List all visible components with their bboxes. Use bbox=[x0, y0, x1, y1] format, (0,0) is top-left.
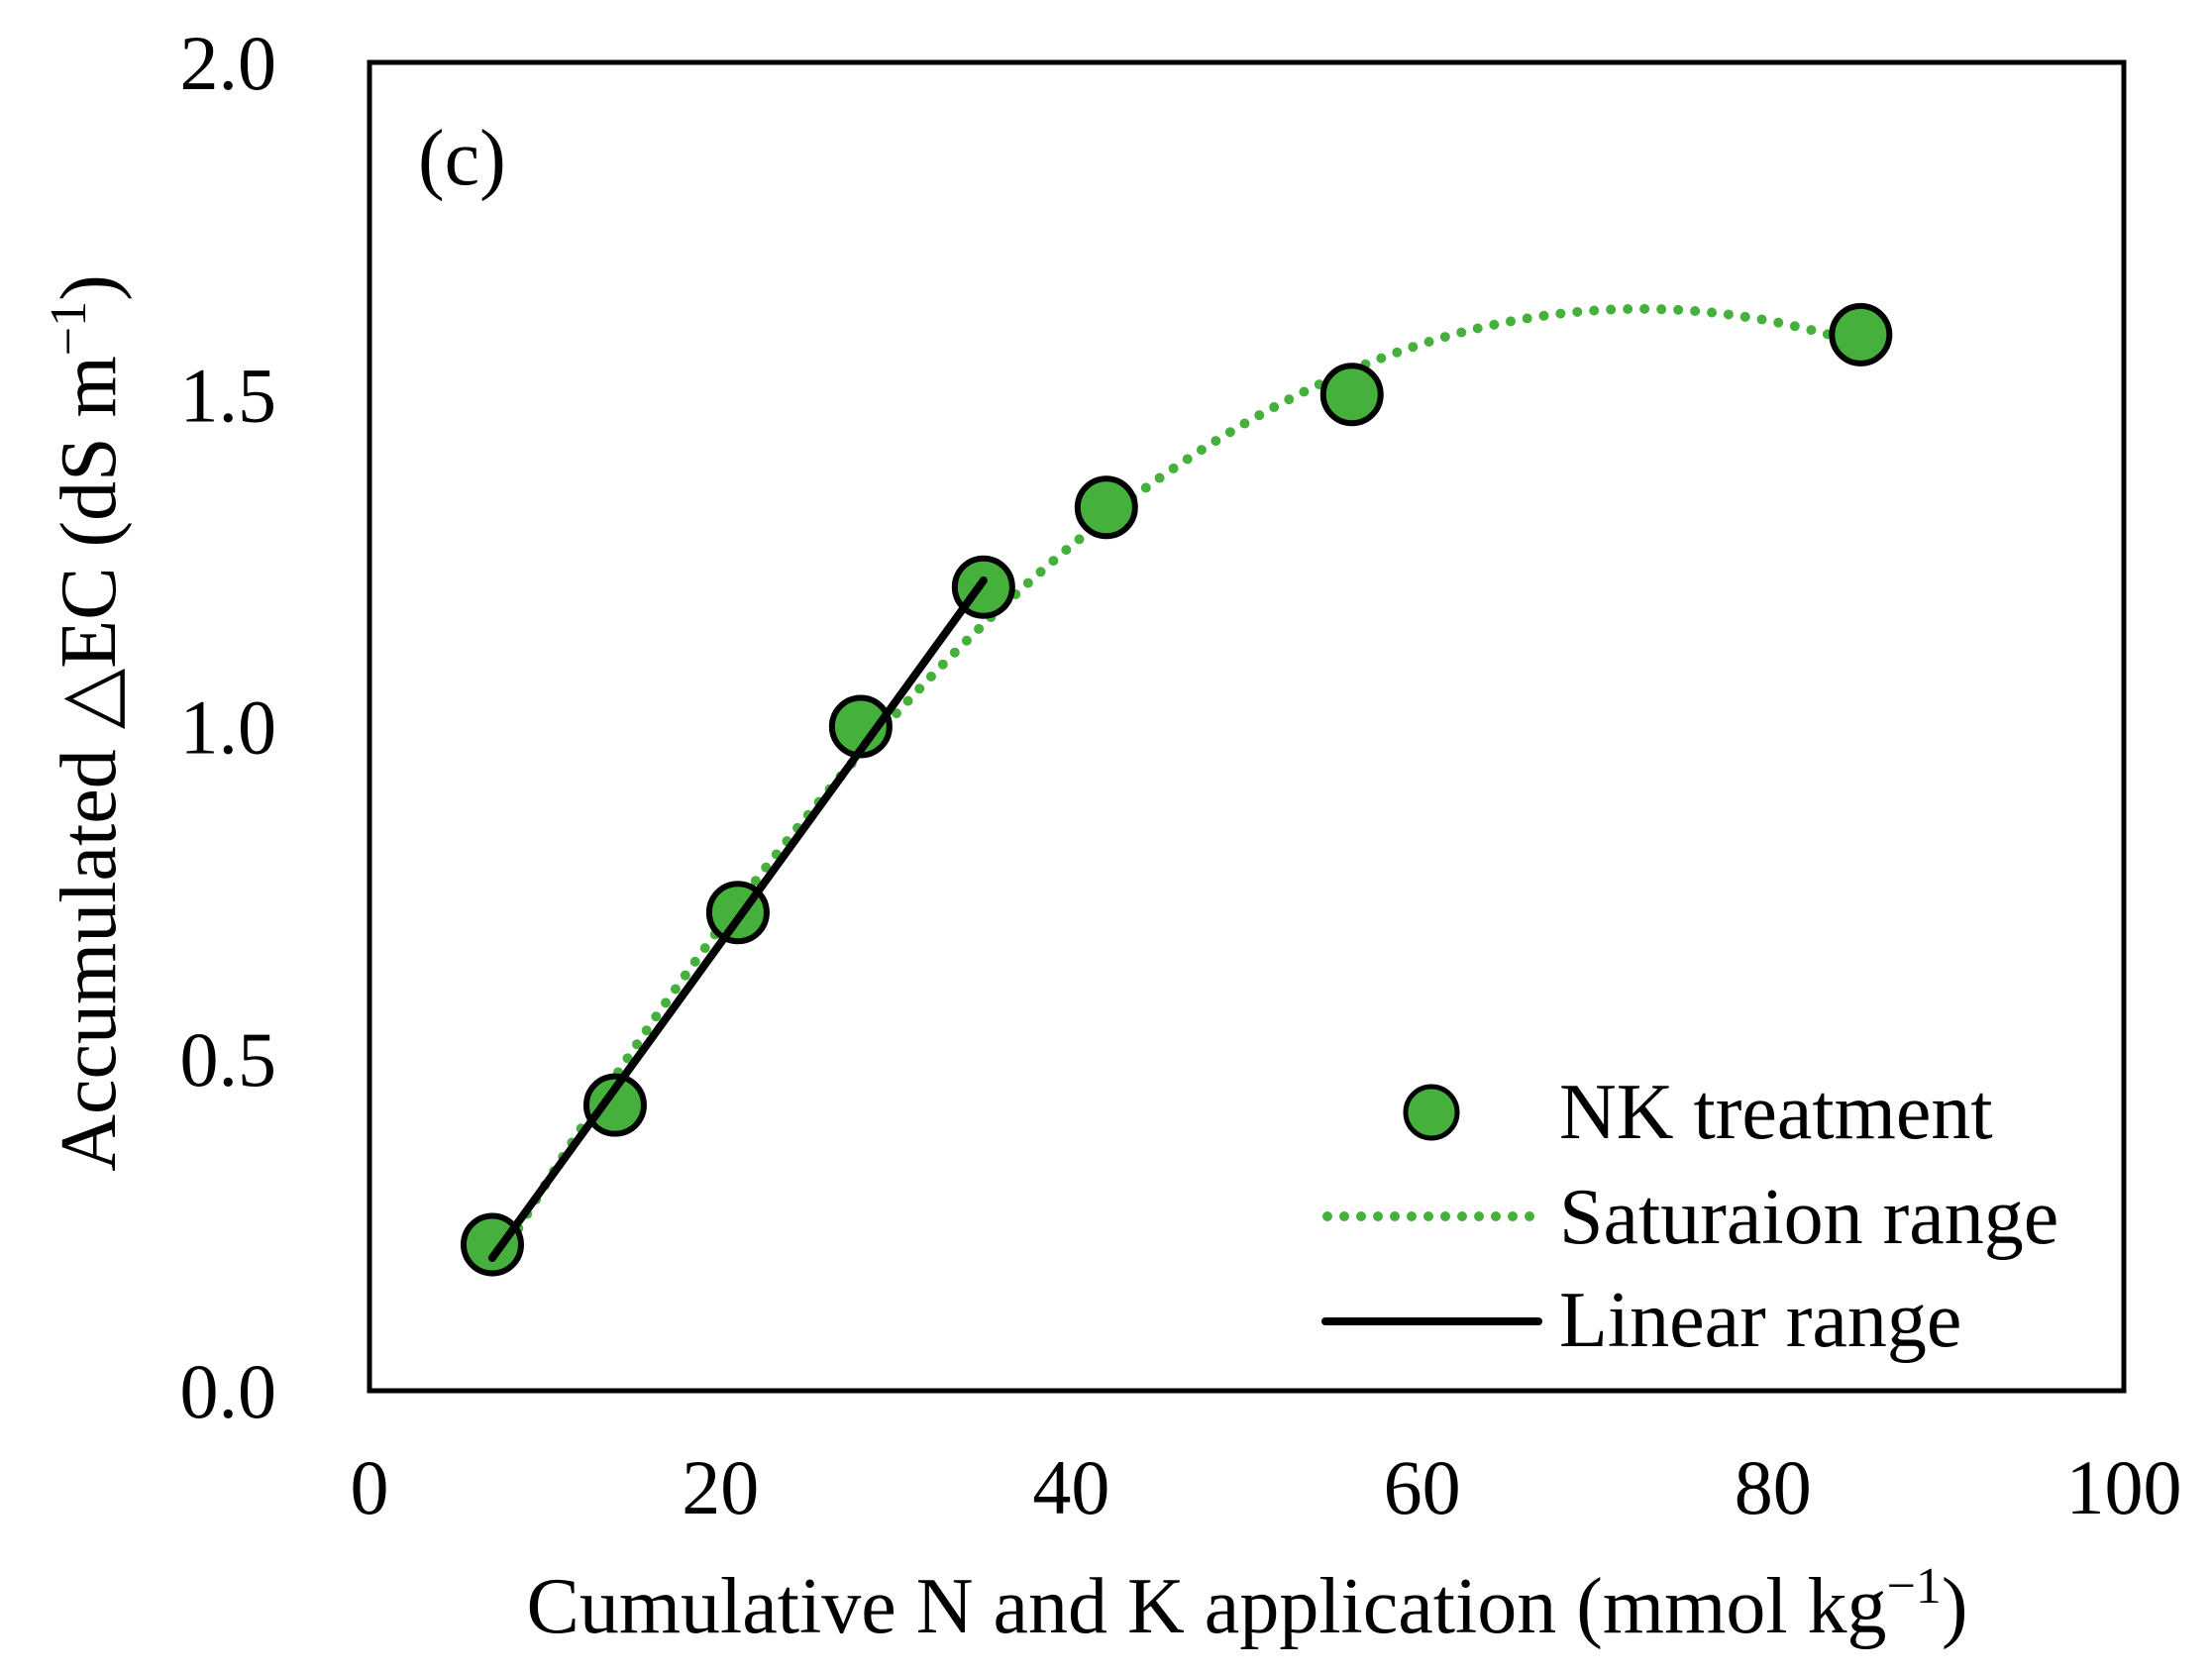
y-axis-label-main: Accumulated △EC (dS m bbox=[46, 356, 133, 1172]
panel-label: (c) bbox=[418, 115, 506, 202]
legend-label-linear-range: Linear range bbox=[1559, 1277, 1961, 1364]
saturation-curve-path bbox=[487, 303, 1866, 1277]
legend-label-nk-treatment: NK treatment bbox=[1559, 1069, 1993, 1156]
y-tick-label: 0.0 bbox=[180, 1348, 277, 1434]
y-tick-label: 1.5 bbox=[180, 352, 277, 438]
x-tick-label: 0 bbox=[351, 1444, 389, 1530]
data-point bbox=[1074, 475, 1138, 540]
x-axis-label: Cumulative N and K application (mmol kg−… bbox=[526, 1558, 1967, 1650]
y-tick-label: 1.0 bbox=[180, 684, 277, 771]
x-tick-label: 80 bbox=[1735, 1444, 1812, 1530]
x-axis-label-main: Cumulative N and K application (mmol kg bbox=[526, 1563, 1886, 1650]
plot-frame bbox=[367, 59, 2127, 1394]
linear-range-line bbox=[487, 576, 988, 1262]
data-point bbox=[1829, 302, 1893, 366]
data-point bbox=[582, 1073, 647, 1137]
y-tick-labels: 0.0 0.5 1.0 1.5 2.0 bbox=[180, 20, 277, 1434]
x-axis-label-sup: −1 bbox=[1887, 1558, 1942, 1615]
legend-marker-nk-treatment bbox=[1403, 1084, 1460, 1141]
data-point bbox=[1319, 363, 1384, 427]
y-axis-label: Accumulated △EC (dS m−1) bbox=[41, 274, 133, 1172]
x-tick-label: 40 bbox=[1032, 1444, 1109, 1530]
legend-label-saturation-range: Saturaion range bbox=[1559, 1174, 2058, 1261]
legend: NK treatment Saturaion range Linear rang… bbox=[1321, 1069, 2058, 1364]
x-tick-label: 60 bbox=[1384, 1444, 1461, 1530]
x-tick-label: 100 bbox=[2066, 1444, 2182, 1530]
saturation-range-curve bbox=[487, 303, 1866, 1277]
data-point bbox=[460, 1212, 524, 1277]
x-axis-label-end: ) bbox=[1942, 1563, 1968, 1650]
y-tick-label: 2.0 bbox=[180, 20, 277, 106]
y-axis-label-end: ) bbox=[46, 274, 133, 301]
x-tick-label: 20 bbox=[682, 1444, 759, 1530]
linear-fit-line bbox=[487, 576, 988, 1262]
y-axis-label-sup: −1 bbox=[41, 301, 97, 356]
x-tick-labels: 0 20 40 60 80 100 bbox=[351, 1444, 2182, 1530]
y-tick-label: 0.5 bbox=[180, 1016, 277, 1102]
